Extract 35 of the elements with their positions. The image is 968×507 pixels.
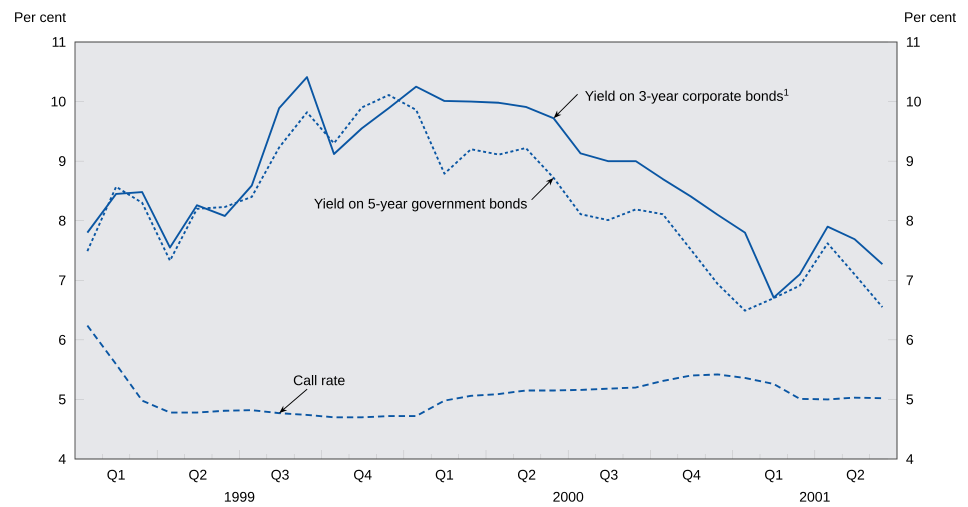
y-tick-label: 4 xyxy=(58,454,66,464)
y-tick-label: 6 xyxy=(59,334,66,345)
x-tick-label: Q4 xyxy=(354,470,372,482)
text: Yield on 3-year corporate bonds$^{1}$ xyxy=(585,88,788,104)
y-tick-label: 11 xyxy=(52,37,66,47)
y-tick-label: 10 xyxy=(52,96,66,107)
x-tick-label: Q2 xyxy=(846,470,864,482)
x-tick-label: Q1 xyxy=(107,470,125,482)
y2-tick-label: 6 xyxy=(906,334,914,345)
text: Call rate xyxy=(294,374,345,386)
y2-tick-label: 8 xyxy=(906,216,914,226)
x-tick-label: Q1 xyxy=(765,470,782,482)
y2-tick-label: 10 xyxy=(906,96,921,107)
y2-tick-label: 9 xyxy=(906,156,914,166)
text: Yield on 5-year government bonds xyxy=(314,198,527,212)
x-tick-label: Q2 xyxy=(518,470,536,482)
y-tick-label: 7 xyxy=(59,275,66,286)
y2-tick-label: 11 xyxy=(906,37,920,47)
y2-tick-label: 7 xyxy=(906,275,913,286)
x-tick-label: Q1 xyxy=(436,470,454,482)
x2-tick-label: 2000 xyxy=(553,492,584,502)
y2-axis-title: Per cent xyxy=(905,12,956,22)
x-tick-label: Q3 xyxy=(271,470,289,482)
y-tick-label: 8 xyxy=(58,216,66,226)
x-tick-label: Q2 xyxy=(189,470,206,482)
x2-tick-label: 2001 xyxy=(800,492,830,502)
y-tick-label: 5 xyxy=(58,394,66,404)
y-axis-title: Per cent xyxy=(15,12,66,22)
y-tick-label: 9 xyxy=(59,156,66,166)
x-tick-label: Q3 xyxy=(600,470,618,482)
x2-tick-label: 1999 xyxy=(224,492,254,502)
line-series xyxy=(86,324,884,418)
y2-tick-label: 4 xyxy=(906,454,914,464)
y2-tick-label: 5 xyxy=(906,394,914,404)
x-tick-label: Q4 xyxy=(682,470,700,482)
